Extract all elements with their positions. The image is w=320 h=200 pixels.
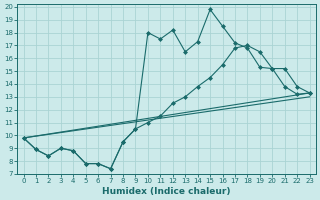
- X-axis label: Humidex (Indice chaleur): Humidex (Indice chaleur): [102, 187, 231, 196]
